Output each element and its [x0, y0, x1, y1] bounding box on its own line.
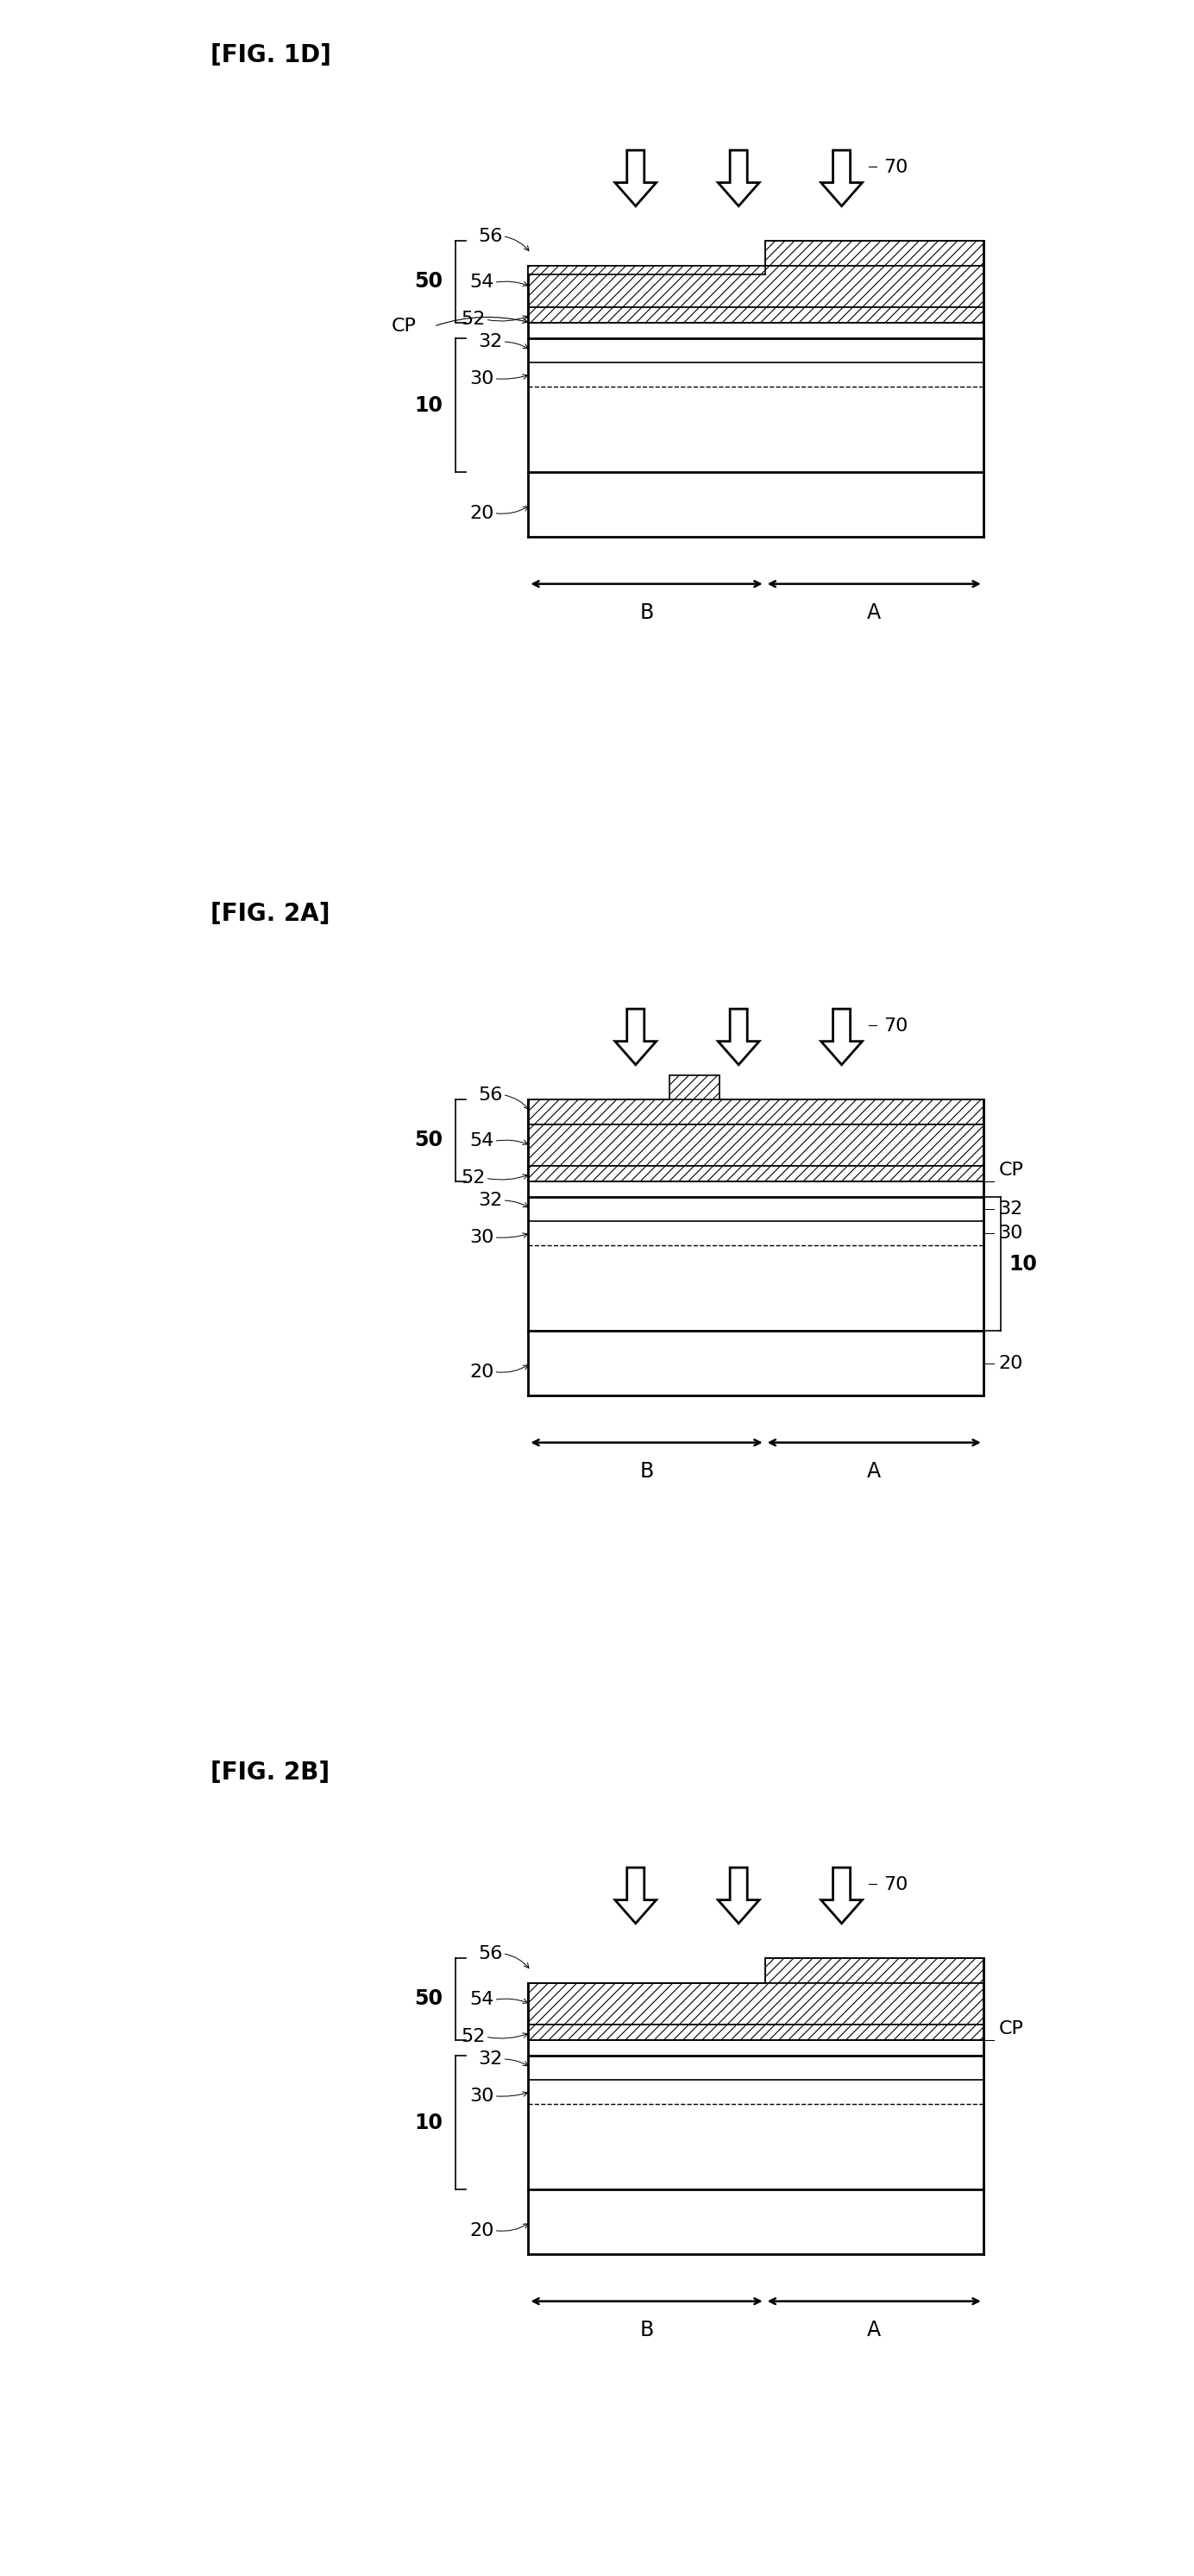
Text: 10: 10: [414, 394, 443, 415]
Text: 52: 52: [461, 2027, 486, 2045]
Text: A: A: [867, 2321, 881, 2342]
Polygon shape: [528, 265, 765, 276]
Polygon shape: [718, 1010, 759, 1064]
Text: 54: 54: [469, 273, 494, 291]
Text: CP: CP: [998, 2020, 1023, 2038]
Text: 56: 56: [478, 1087, 503, 1103]
Polygon shape: [821, 1868, 862, 1924]
Polygon shape: [528, 265, 984, 307]
Text: 56: 56: [478, 1945, 503, 1963]
Polygon shape: [615, 1010, 657, 1064]
Text: 32: 32: [998, 1200, 1023, 1218]
Text: 50: 50: [414, 1989, 443, 2009]
Polygon shape: [718, 149, 759, 206]
Polygon shape: [765, 1958, 984, 1984]
Polygon shape: [765, 240, 984, 265]
Text: A: A: [867, 603, 881, 623]
Text: A: A: [867, 1461, 881, 1481]
Text: B: B: [640, 1461, 653, 1481]
Text: 10: 10: [1009, 1255, 1038, 1275]
Text: 70: 70: [884, 1875, 909, 1893]
Text: 30: 30: [469, 371, 494, 386]
Text: 20: 20: [998, 1355, 1023, 1373]
Text: 50: 50: [414, 270, 443, 291]
Text: 30: 30: [469, 2087, 494, 2105]
Text: [FIG. 2B]: [FIG. 2B]: [210, 1759, 330, 1785]
Text: 32: 32: [479, 332, 503, 350]
Polygon shape: [528, 1984, 984, 2025]
Text: 56: 56: [478, 227, 503, 245]
Text: B: B: [640, 603, 653, 623]
Polygon shape: [615, 1868, 657, 1924]
Text: 32: 32: [479, 1193, 503, 1208]
Text: [FIG. 2A]: [FIG. 2A]: [210, 902, 331, 925]
Polygon shape: [528, 1126, 984, 1167]
Text: 52: 52: [461, 312, 486, 327]
Text: [FIG. 1D]: [FIG. 1D]: [210, 44, 332, 67]
Text: CP: CP: [998, 1162, 1023, 1180]
Text: 20: 20: [469, 1363, 494, 1381]
Text: CP: CP: [392, 317, 417, 335]
Text: 54: 54: [469, 1991, 494, 2009]
Text: 20: 20: [469, 2221, 494, 2239]
Text: 32: 32: [479, 2050, 503, 2069]
Text: 70: 70: [884, 1018, 909, 1036]
Polygon shape: [718, 1868, 759, 1924]
Polygon shape: [821, 1010, 862, 1064]
Text: 52: 52: [461, 1170, 486, 1188]
Text: 20: 20: [469, 505, 494, 523]
Polygon shape: [615, 149, 657, 206]
Text: 30: 30: [469, 1229, 494, 1247]
Text: 54: 54: [469, 1133, 494, 1149]
Polygon shape: [528, 307, 984, 322]
Text: B: B: [640, 2321, 653, 2342]
Polygon shape: [528, 1074, 984, 1126]
Text: 70: 70: [884, 157, 909, 175]
Polygon shape: [821, 149, 862, 206]
Text: 30: 30: [998, 1224, 1023, 1242]
Text: 50: 50: [414, 1131, 443, 1151]
Polygon shape: [528, 2025, 984, 2040]
Text: 10: 10: [414, 2112, 443, 2133]
Polygon shape: [528, 1167, 984, 1182]
